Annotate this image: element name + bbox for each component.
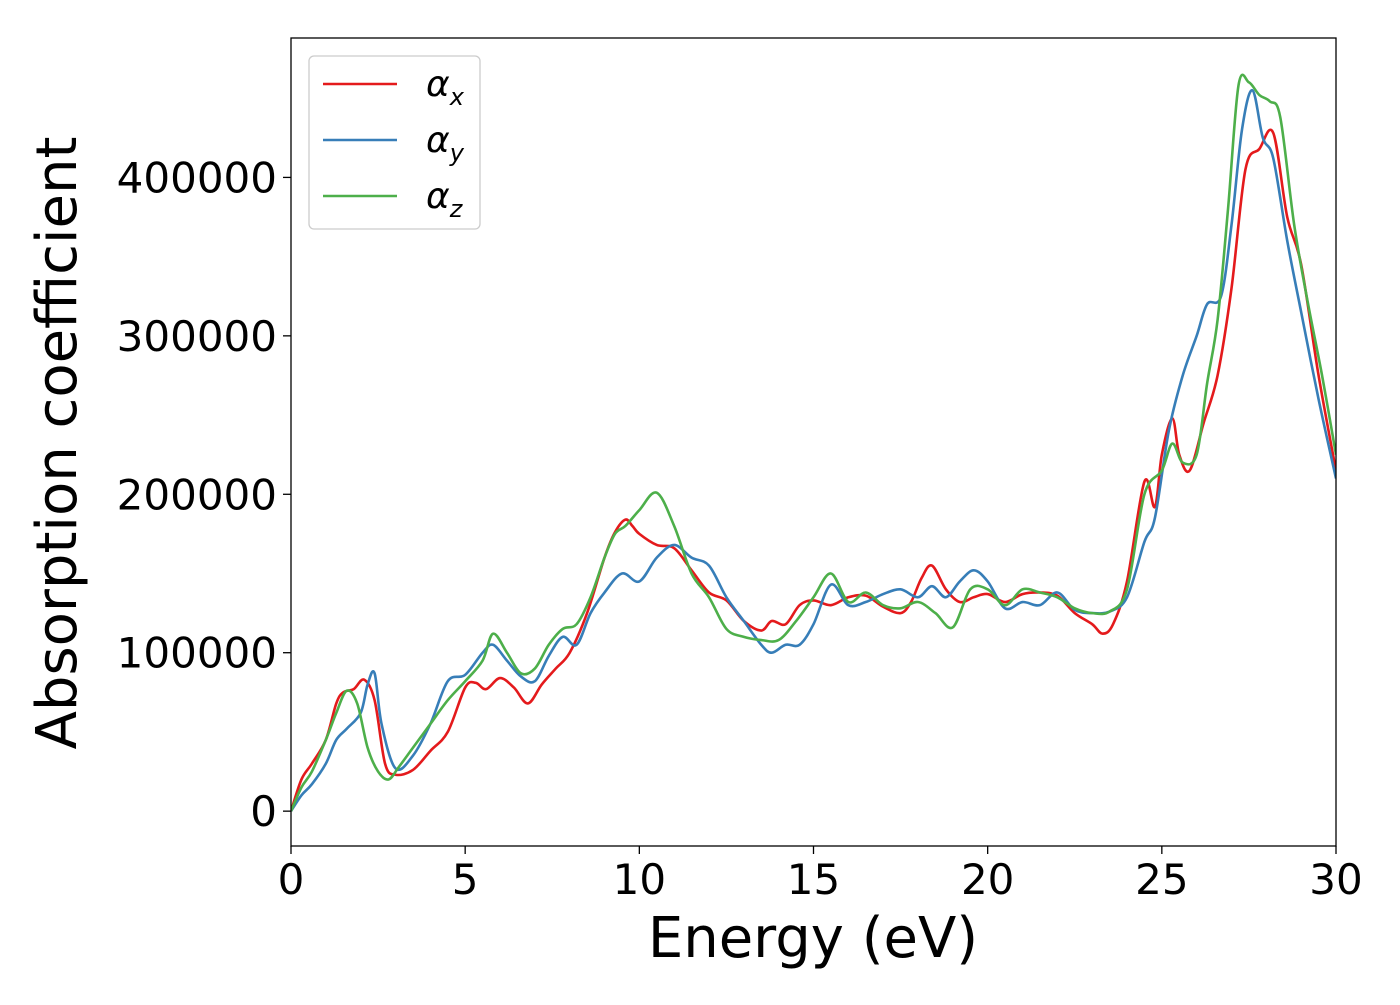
y-axis-label: Absorption coefficient: [25, 137, 90, 750]
legend-box: [308, 55, 481, 230]
y-tick-label: 100000: [117, 629, 277, 678]
x-tick-label: 25: [1135, 855, 1188, 904]
y-tick-label: 0: [250, 787, 277, 836]
x-tick-label: 10: [613, 855, 666, 904]
legend-label-alpha-y: αy: [426, 120, 465, 167]
legend-label-alpha-x: αx: [426, 64, 465, 111]
x-tick-label: 15: [787, 855, 840, 904]
x-tick-label: 30: [1309, 855, 1362, 904]
y-tick-label: 200000: [117, 470, 277, 519]
plot-layer: [291, 73, 1336, 812]
y-tick-label: 300000: [117, 312, 277, 361]
series-line-alpha-z: [291, 73, 1336, 812]
x-axis-label: Energy (eV): [648, 906, 978, 971]
series-line-alpha-x: [291, 128, 1336, 812]
legend-label-alpha-z: αz: [426, 176, 464, 223]
legend: αx αy αz: [308, 55, 481, 230]
x-tick-label: 20: [961, 855, 1014, 904]
x-tick-label: 5: [452, 855, 479, 904]
x-tick-label: 0: [278, 855, 305, 904]
axis-layer: 0 5 10 15 20 25 30 0 100000 200000 300000 400000: [117, 37, 1363, 904]
y-tick-label: 400000: [117, 153, 277, 202]
